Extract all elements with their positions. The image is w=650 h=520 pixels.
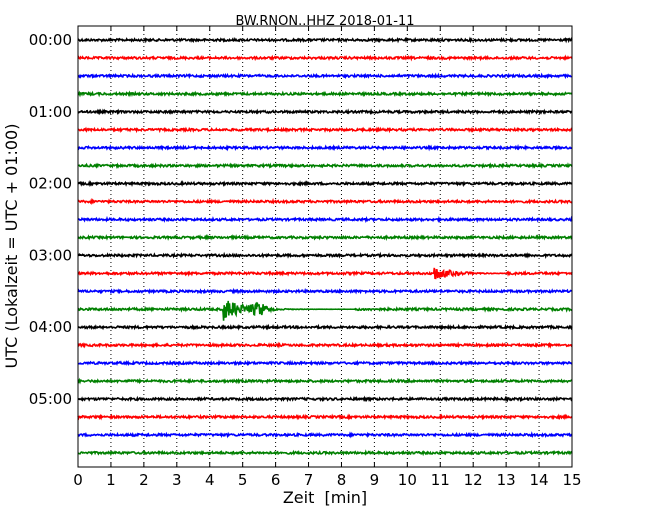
- x-tick-label: 7: [304, 471, 314, 489]
- trace-0545: [77, 449, 573, 457]
- trace-0245: [77, 234, 573, 241]
- x-tick-label: 8: [337, 471, 347, 489]
- trace-0100: [77, 108, 573, 116]
- trace-0215: [77, 197, 573, 206]
- trace-0315: [77, 267, 573, 280]
- plot-frame: [77, 25, 573, 468]
- y-tick-label: 02:00: [29, 175, 72, 193]
- y-axis: 00:00 01:00 02:00 03:00 04:00 05:00: [29, 31, 83, 408]
- trace-0000: [77, 36, 573, 44]
- y-axis-label: UTC (Lokalzeit = UTC + 01:00): [2, 124, 21, 369]
- trace-0045: [77, 90, 573, 98]
- trace-0430: [77, 359, 573, 367]
- x-tick-label: 10: [398, 471, 417, 489]
- x-tick-label: 14: [530, 471, 549, 489]
- x-axis: 0 1 2 3 4 5 6 7 8 9 10 11 12 13 14 15: [73, 26, 582, 489]
- seismic-traces: [77, 36, 573, 457]
- grid-lines: [110, 26, 540, 467]
- x-tick-label: 4: [205, 471, 215, 489]
- y-tick-label: 04:00: [29, 318, 72, 336]
- x-tick-label: 5: [238, 471, 248, 489]
- trace-0115: [77, 126, 573, 134]
- x-tick-label: 13: [497, 471, 516, 489]
- trace-0130: [77, 144, 573, 152]
- x-tick-label: 0: [73, 471, 83, 489]
- trace-0345: [77, 300, 573, 321]
- x-axis-label: Zeit [min]: [283, 488, 367, 507]
- trace-0300: [77, 251, 573, 259]
- chart-title: BW.RNON..HHZ 2018-01-11: [235, 14, 414, 29]
- x-tick-label: 2: [139, 471, 149, 489]
- x-tick-label: 1: [106, 471, 116, 489]
- trace-0415: [77, 341, 573, 349]
- x-tick-label: 9: [370, 471, 380, 489]
- trace-0200: [77, 180, 573, 188]
- trace-0015: [77, 54, 573, 62]
- y-tick-label: 05:00: [29, 390, 72, 408]
- x-tick-label: 6: [271, 471, 281, 489]
- x-tick-label: 11: [431, 471, 450, 489]
- trace-0400: [77, 323, 573, 331]
- trace-0515: [77, 413, 573, 421]
- x-tick-label: 3: [172, 471, 182, 489]
- y-tick-label: 01:00: [29, 103, 72, 121]
- trace-0145: [77, 162, 573, 170]
- x-tick-label: 15: [562, 471, 581, 489]
- y-tick-label: 00:00: [29, 31, 72, 49]
- y-tick-label: 03:00: [29, 246, 72, 264]
- trace-0530: [77, 431, 573, 439]
- trace-0230: [77, 215, 573, 224]
- trace-0500: [77, 395, 573, 403]
- trace-0330: [77, 287, 573, 295]
- trace-0030: [77, 72, 573, 80]
- trace-0445: [77, 377, 573, 385]
- x-tick-label: 12: [464, 471, 483, 489]
